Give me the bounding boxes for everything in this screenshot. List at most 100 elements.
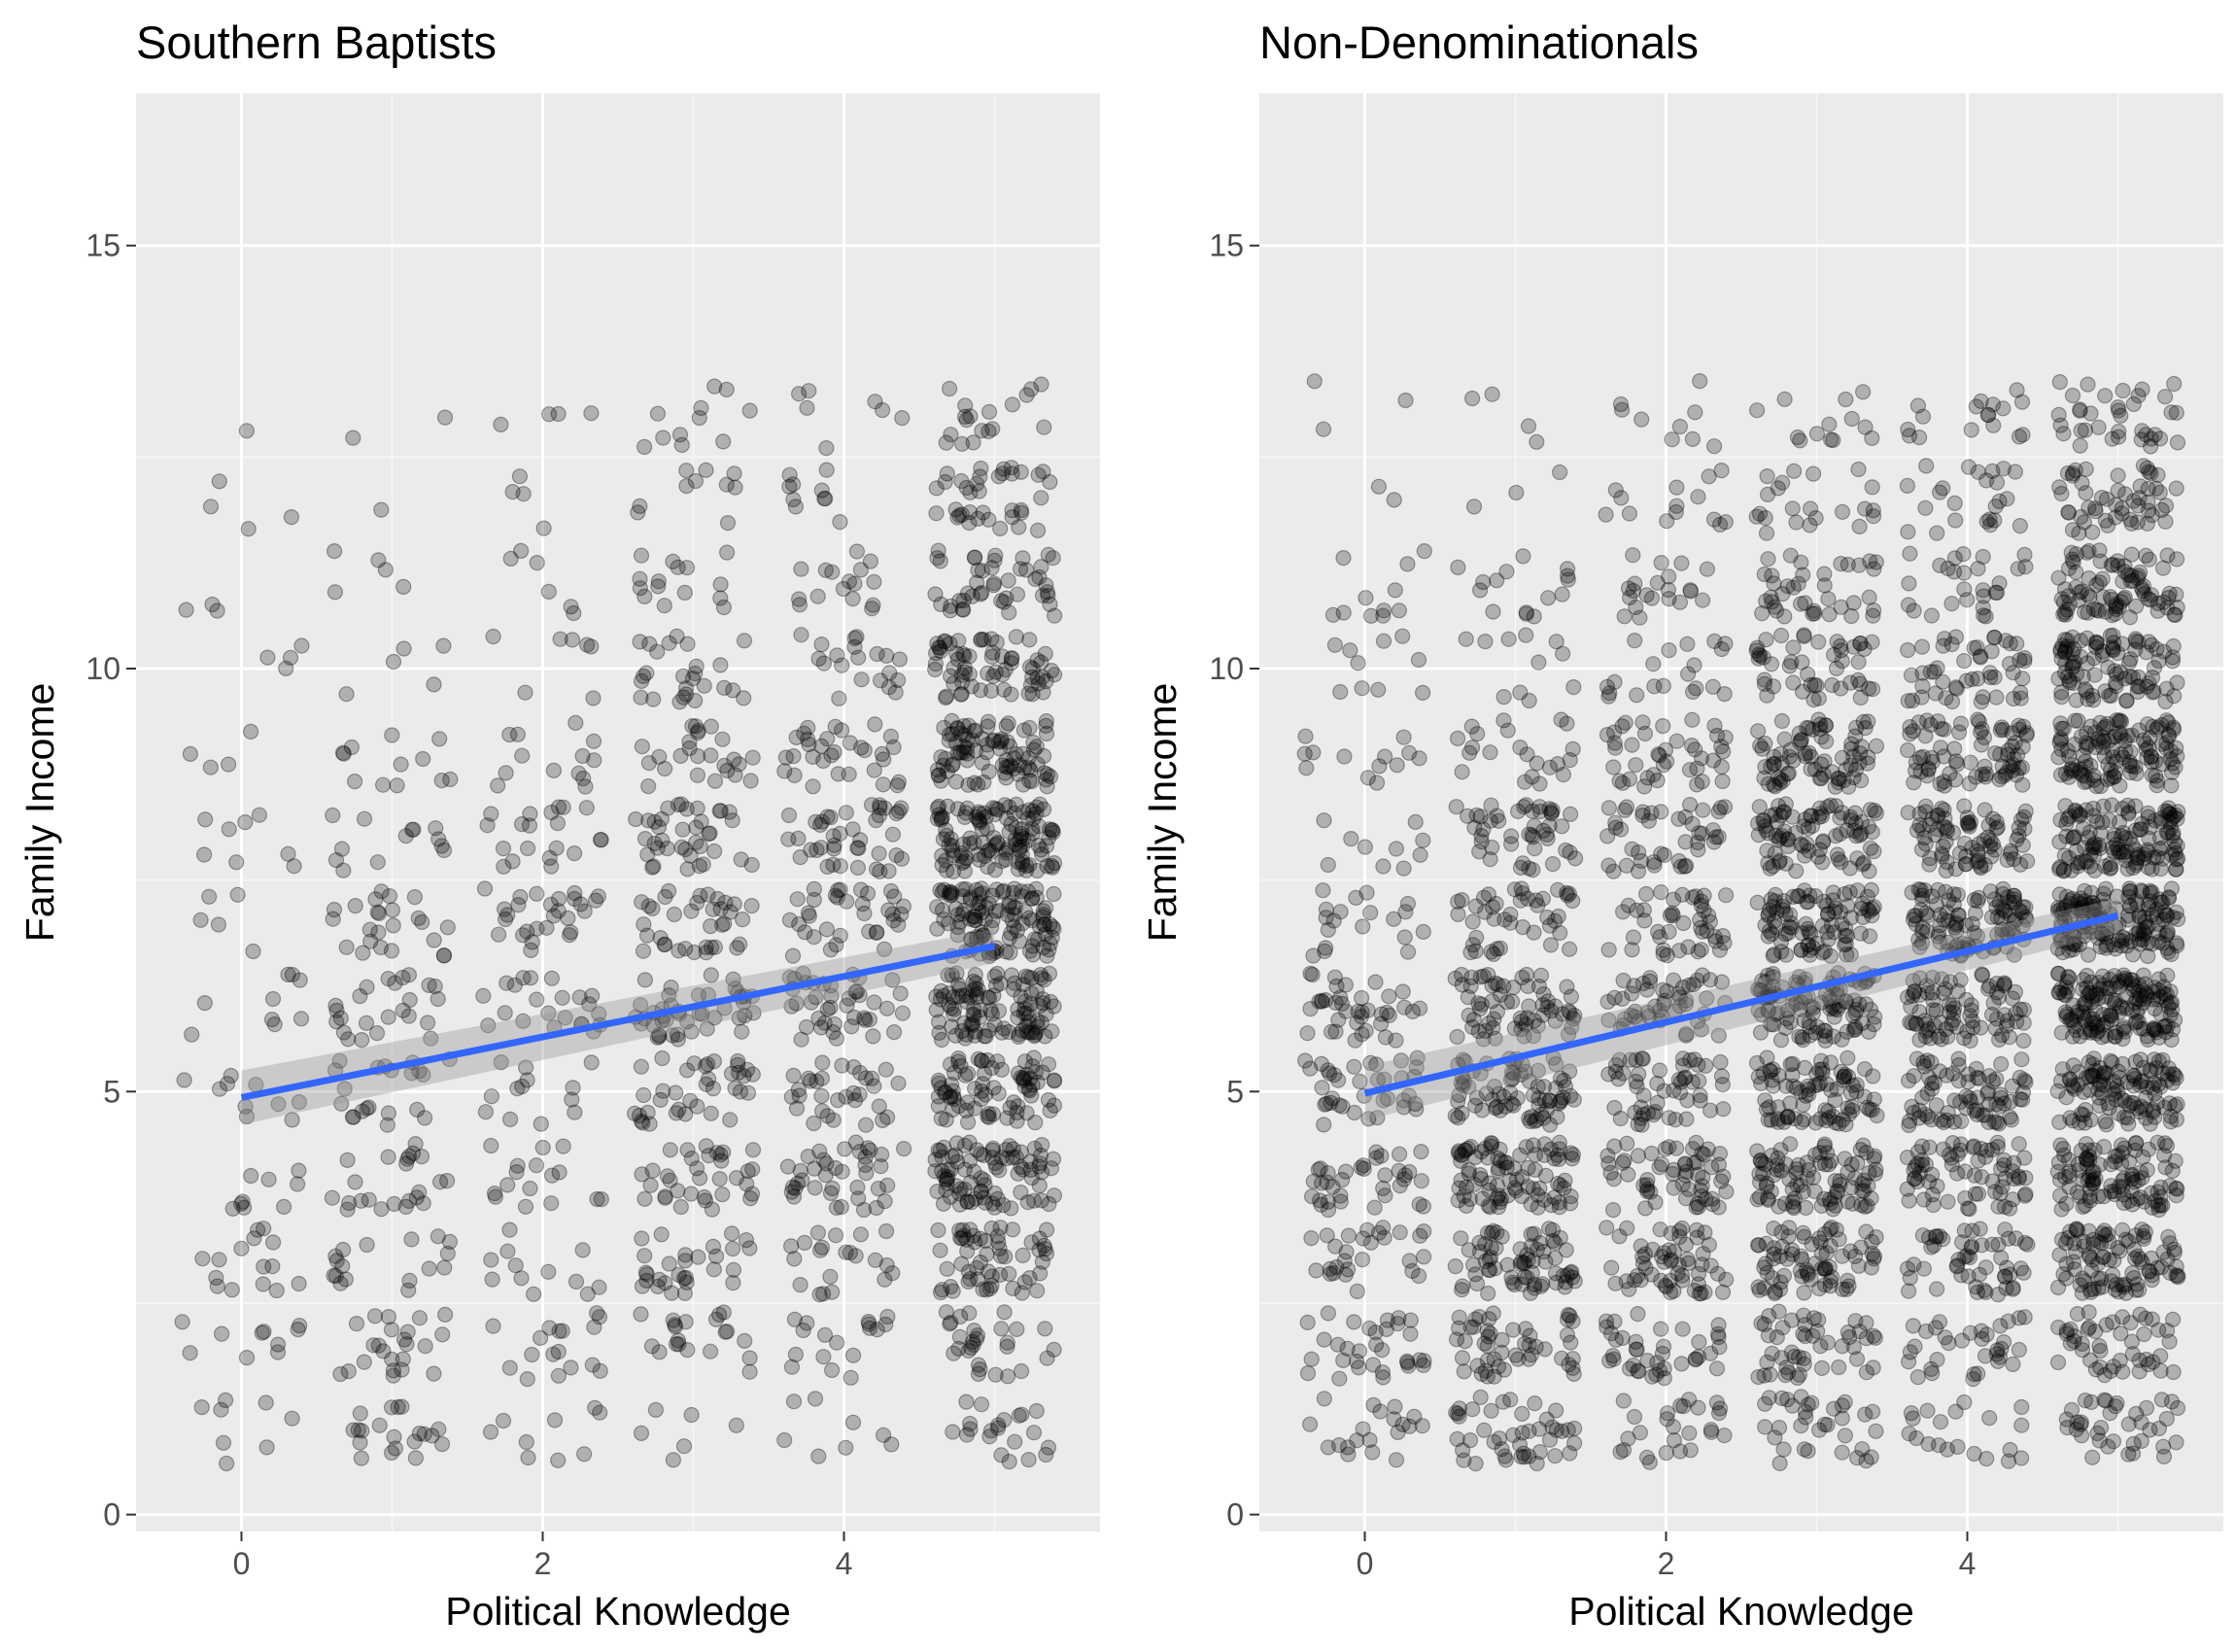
data-point xyxy=(657,888,673,906)
data-point xyxy=(2090,419,2107,435)
data-point xyxy=(1013,464,1029,480)
data-point xyxy=(677,1106,694,1122)
data-point xyxy=(1477,1022,1494,1040)
data-point xyxy=(1402,1325,1419,1342)
data-point xyxy=(1040,587,1056,604)
data-point xyxy=(550,1367,567,1384)
data-point xyxy=(631,1107,648,1124)
data-point xyxy=(577,778,594,795)
data-point xyxy=(1706,633,1723,650)
data-point xyxy=(1830,850,1847,868)
data-point xyxy=(1761,1307,1777,1325)
data-point xyxy=(675,1438,693,1455)
data-point xyxy=(790,830,807,847)
data-point xyxy=(987,664,1004,680)
data-point xyxy=(884,1264,901,1282)
data-point xyxy=(593,1190,609,1208)
data-point xyxy=(1483,944,1499,960)
data-point xyxy=(783,1359,801,1375)
data-point xyxy=(1714,773,1731,790)
data-point xyxy=(713,916,731,933)
data-point xyxy=(1751,505,1769,522)
data-point xyxy=(1778,1359,1795,1376)
data-point xyxy=(788,995,805,1012)
data-point xyxy=(692,887,708,904)
data-point xyxy=(930,767,946,784)
data-point xyxy=(1863,1259,1879,1276)
data-point xyxy=(810,1448,827,1464)
data-point xyxy=(635,1115,651,1131)
data-point xyxy=(945,756,961,773)
data-point xyxy=(218,1392,234,1409)
data-point xyxy=(706,1010,723,1026)
data-point xyxy=(632,997,649,1014)
data-point xyxy=(1681,1425,1698,1441)
data-point xyxy=(1813,1259,1831,1277)
data-point xyxy=(1046,885,1062,903)
data-point xyxy=(1687,404,1703,421)
data-point xyxy=(1342,642,1358,659)
data-point xyxy=(699,1055,716,1073)
data-point xyxy=(933,811,949,828)
data-point xyxy=(1010,1001,1026,1017)
data-point xyxy=(1850,461,1867,478)
data-point xyxy=(871,807,888,824)
data-point xyxy=(2013,1417,2030,1433)
data-point xyxy=(1978,513,1995,530)
data-point xyxy=(1710,1328,1727,1346)
data-point xyxy=(1850,671,1867,689)
data-point xyxy=(802,1073,819,1089)
data-point xyxy=(946,1345,962,1361)
data-point xyxy=(712,803,729,819)
data-point xyxy=(1930,881,1946,898)
data-point xyxy=(260,1171,277,1187)
data-point xyxy=(245,943,261,960)
data-point xyxy=(1838,391,1854,408)
data-point xyxy=(1796,1285,1812,1301)
data-point xyxy=(1312,1160,1328,1177)
data-point xyxy=(818,440,835,457)
data-point xyxy=(1694,592,1711,608)
data-point xyxy=(1774,1320,1791,1336)
data-point xyxy=(1822,947,1840,964)
data-point xyxy=(644,1162,661,1179)
data-point xyxy=(824,1284,841,1300)
data-point xyxy=(1395,860,1412,877)
data-point xyxy=(686,1055,703,1072)
data-point xyxy=(790,591,808,607)
data-point xyxy=(369,854,386,871)
data-point xyxy=(1349,1283,1365,1300)
data-point xyxy=(1387,582,1403,599)
data-point xyxy=(640,812,657,829)
data-point xyxy=(515,1013,532,1029)
data-point xyxy=(2018,725,2035,741)
data-point xyxy=(1970,560,1986,577)
data-point xyxy=(1619,1135,1635,1152)
data-point xyxy=(1829,634,1845,650)
data-point xyxy=(975,927,991,944)
data-point xyxy=(435,637,452,654)
data-point xyxy=(938,434,954,451)
data-point xyxy=(695,856,711,873)
data-point xyxy=(691,409,707,427)
data-point xyxy=(894,1005,911,1021)
data-point xyxy=(1510,1351,1527,1367)
data-point xyxy=(1449,1028,1465,1046)
data-point xyxy=(989,1053,1006,1070)
data-point xyxy=(688,819,705,836)
data-point xyxy=(646,835,663,852)
data-point xyxy=(877,1192,893,1210)
data-point xyxy=(1502,906,1519,923)
data-point xyxy=(861,1320,878,1336)
data-point xyxy=(730,1056,746,1073)
data-point xyxy=(525,1286,542,1302)
data-point xyxy=(564,632,581,648)
data-point xyxy=(634,1230,650,1247)
data-point xyxy=(692,838,708,855)
data-point xyxy=(1910,430,1928,446)
data-point xyxy=(1671,418,1689,435)
data-point xyxy=(250,1222,266,1238)
data-point xyxy=(865,597,881,613)
data-point xyxy=(985,987,1002,1004)
data-point xyxy=(339,1201,356,1218)
